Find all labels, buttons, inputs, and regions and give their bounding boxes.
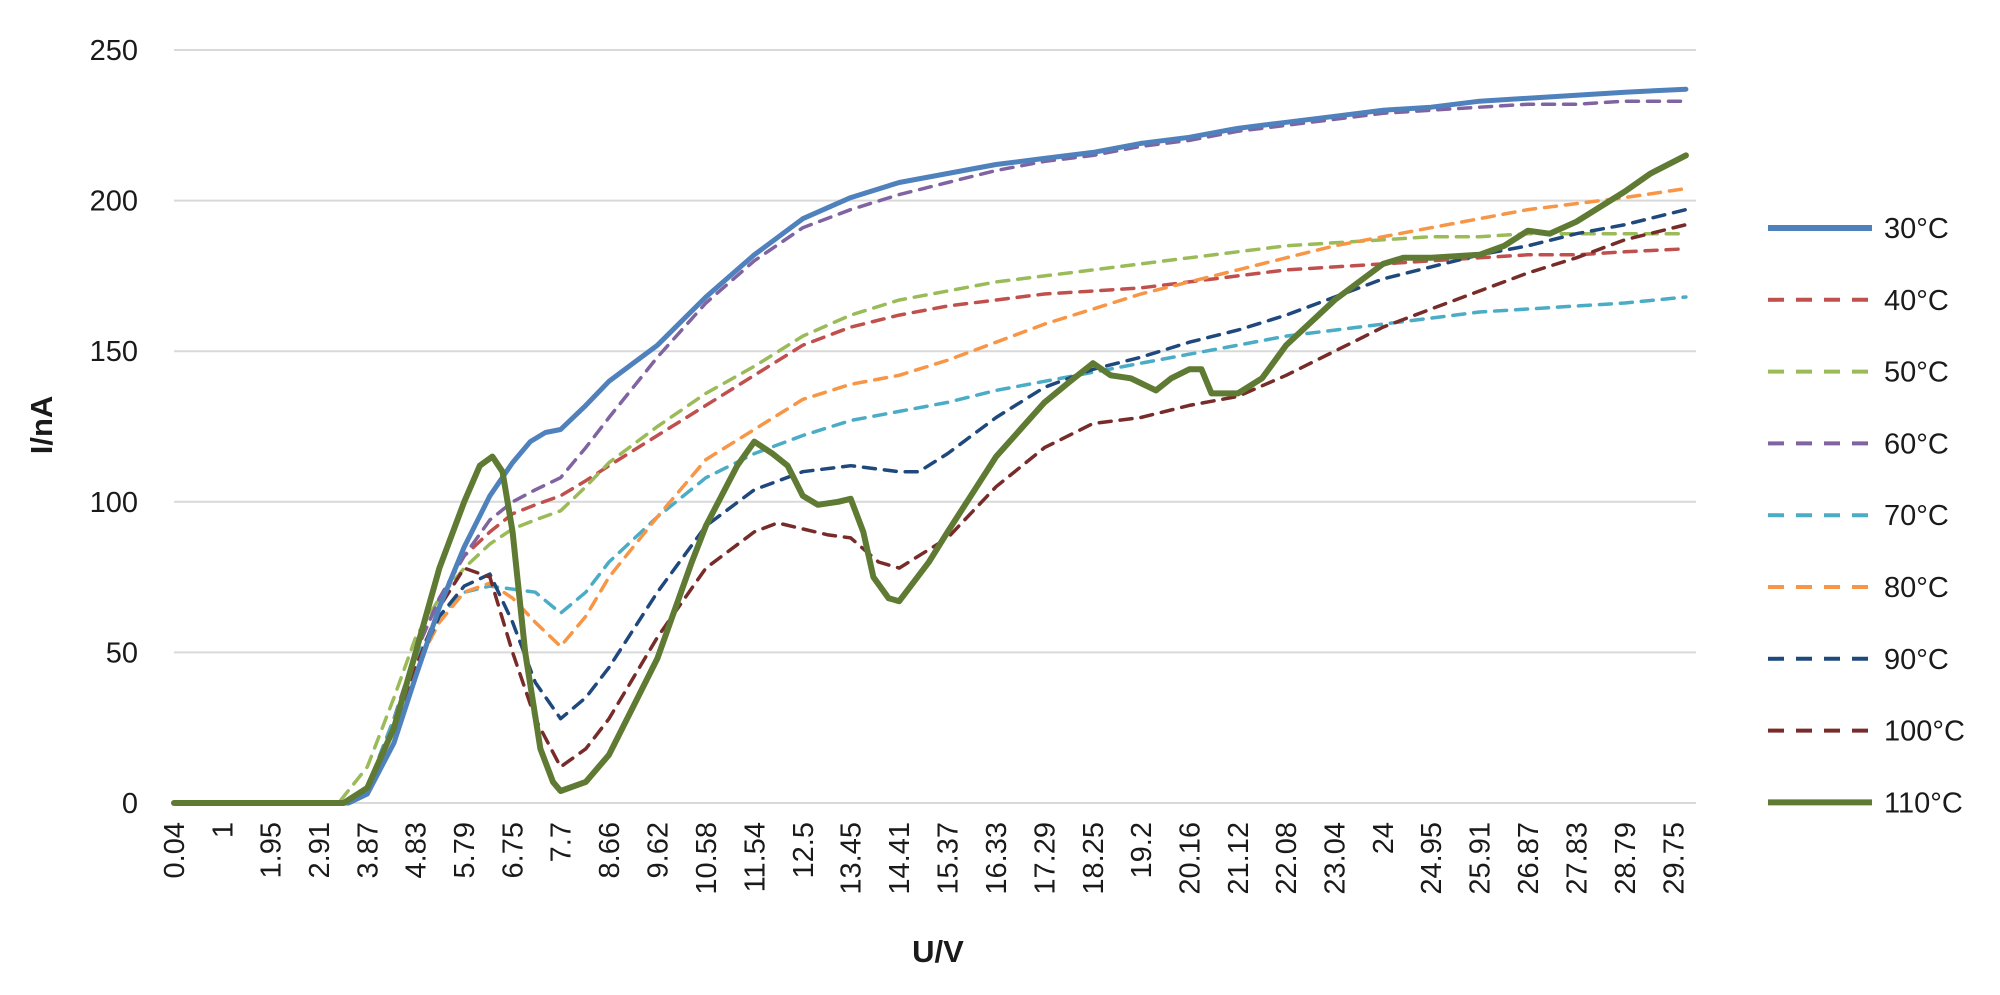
x-tick-label: 19.2 <box>1126 822 1158 878</box>
x-tick-label: 16.33 <box>981 822 1013 895</box>
y-tick-label: 0 <box>122 788 138 820</box>
x-tick-label: 28.79 <box>1610 822 1642 895</box>
x-tick-label: 24.95 <box>1416 822 1448 895</box>
legend-label: 30°C <box>1884 213 1949 245</box>
x-tick-label: 1.95 <box>255 822 287 878</box>
y-tick-label: 200 <box>90 186 138 218</box>
gridlines <box>174 49 1696 804</box>
x-tick-label: 4.83 <box>401 822 433 878</box>
x-tick-label: 5.79 <box>449 822 481 878</box>
x-tick-label: 26.87 <box>1513 822 1545 895</box>
x-tick-label: 25.91 <box>1465 822 1497 895</box>
y-tick-label: 250 <box>90 35 138 67</box>
x-tick-label: 23.04 <box>1320 822 1352 895</box>
x-tick-label: 24 <box>1368 822 1400 854</box>
x-tick-label: 20.16 <box>1174 822 1206 895</box>
series-line-110c <box>171 152 1689 806</box>
series-line-90c <box>172 207 1688 805</box>
x-tick-label: 17.29 <box>1030 822 1062 895</box>
y-tick-label: 150 <box>90 336 138 368</box>
x-tick-label: 12.5 <box>788 822 820 878</box>
y-axis-title: I/nA <box>24 396 59 455</box>
x-tick-label: 2.91 <box>304 822 336 878</box>
x-tick-label: 29.75 <box>1658 822 1690 895</box>
y-axis-ticks: 0 50 100 150 200 250 <box>90 35 138 820</box>
x-tick-label: 7.7 <box>546 822 578 862</box>
x-tick-label: 9.62 <box>642 822 674 878</box>
x-tick-label: 21.12 <box>1223 822 1255 895</box>
x-tick-label: 11.54 <box>739 822 771 892</box>
legend: 30°C 40°C 50°C 60°C 70°C 80°C 90°C 100°C 110°C <box>1768 213 1965 819</box>
legend-label: 40°C <box>1884 285 1949 317</box>
series-line-30c <box>171 86 1689 806</box>
x-tick-label: 18.25 <box>1078 822 1110 895</box>
x-tick-label: 27.83 <box>1561 822 1593 895</box>
legend-label: 60°C <box>1884 428 1949 460</box>
legend-label: 50°C <box>1884 357 1949 389</box>
x-tick-label: 14.41 <box>884 822 916 895</box>
legend-label: 80°C <box>1884 572 1949 604</box>
series-lines <box>171 86 1689 806</box>
legend-label: 90°C <box>1884 644 1949 676</box>
x-tick-label: 15.37 <box>933 822 965 895</box>
x-tick-label: 10.58 <box>691 822 723 895</box>
x-tick-label: 0.04 <box>159 822 191 878</box>
x-tick-label: 22.08 <box>1271 822 1303 895</box>
x-tick-label: 8.66 <box>594 822 626 878</box>
x-axis-title: U/V <box>912 934 964 969</box>
legend-label: 110°C <box>1884 787 1963 819</box>
x-tick-label: 3.87 <box>352 822 384 878</box>
x-tick-label: 1 <box>207 822 239 838</box>
x-axis-ticks: 0.04 1 1.95 2.91 3.87 4.83 5.79 6.75 7.7 8.66 9.62… <box>159 822 1690 895</box>
y-tick-label: 100 <box>90 487 138 519</box>
series-line-80c <box>172 186 1688 805</box>
x-tick-label: 13.45 <box>836 822 868 895</box>
series-line-100c <box>172 222 1688 805</box>
y-tick-label: 50 <box>106 637 138 669</box>
legend-label: 70°C <box>1884 500 1949 532</box>
legend-label: 100°C <box>1884 716 1965 748</box>
x-tick-label: 6.75 <box>498 822 530 878</box>
